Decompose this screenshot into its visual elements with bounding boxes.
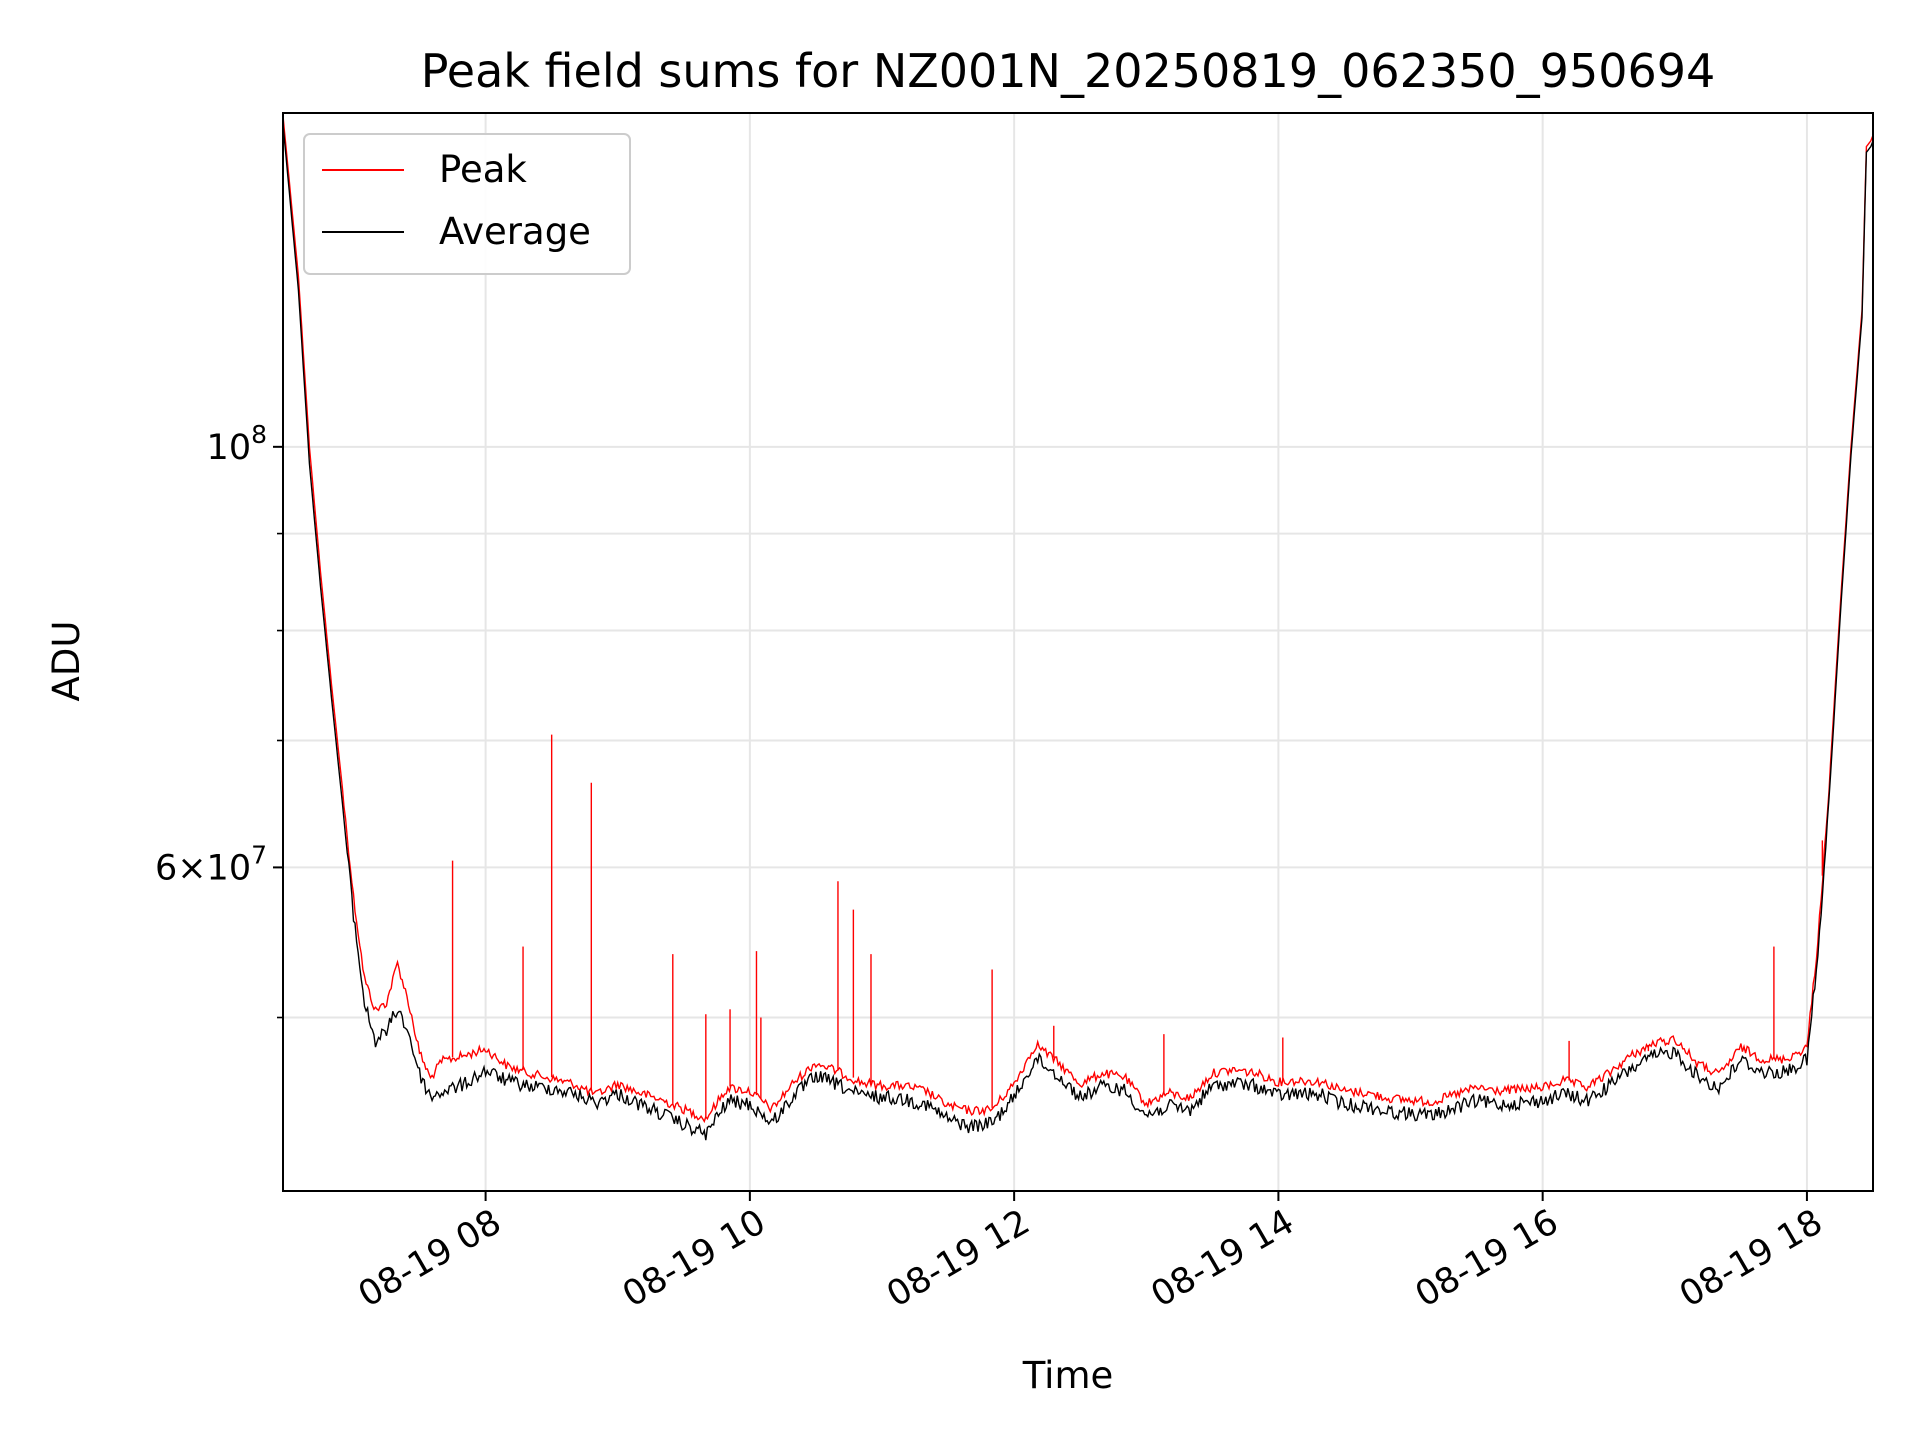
x-axis-label: Time (1022, 1354, 1114, 1397)
y-axis-label: ADU (45, 621, 88, 702)
legend: Peak Average (303, 133, 631, 275)
y-tick-label: 6×107 (155, 840, 267, 888)
peak-series-line (282, 115, 1874, 1124)
legend-label-average: Average (439, 210, 591, 253)
legend-label-peak: Peak (439, 148, 527, 191)
plot-frame (282, 112, 1874, 1192)
average-series-line (282, 124, 1874, 1141)
chart-title: Peak field sums for NZ001N_20250819_0623… (421, 44, 1716, 98)
data-layer (282, 115, 1874, 1141)
y-tick-label: 108 (207, 420, 267, 468)
grid-layer (283, 113, 1873, 1191)
